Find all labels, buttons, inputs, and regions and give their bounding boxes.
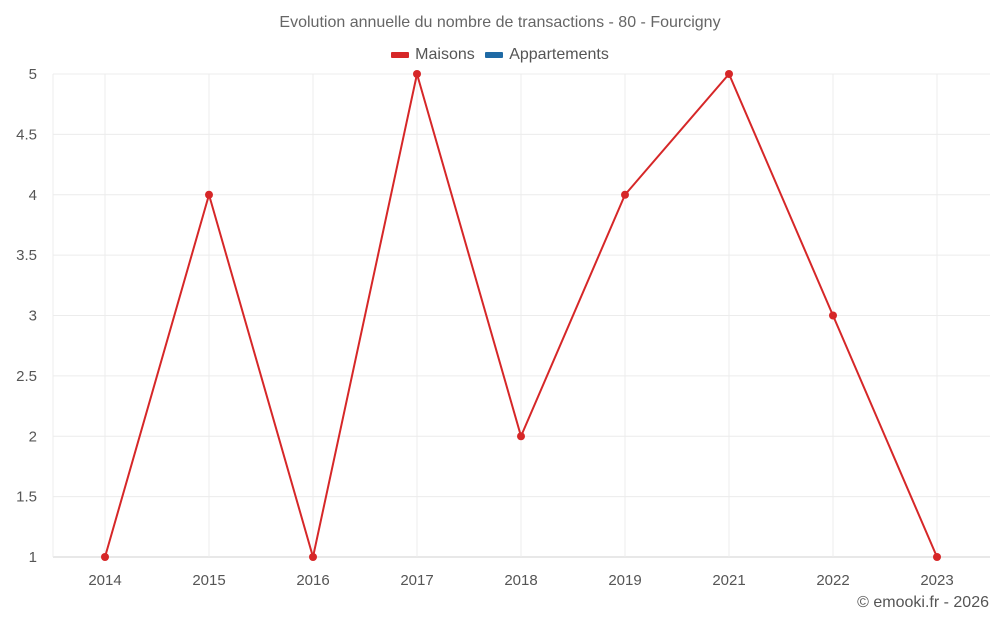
y-tick-label: 1 bbox=[29, 549, 37, 566]
y-tick-label: 4 bbox=[29, 187, 37, 204]
chart-title: Evolution annuelle du nombre de transact… bbox=[279, 14, 721, 31]
x-tick-label: 2017 bbox=[400, 572, 433, 589]
legend-label-appartements: Appartements bbox=[509, 46, 609, 63]
data-point[interactable] bbox=[517, 432, 525, 441]
data-point[interactable] bbox=[413, 70, 421, 78]
legend-swatch-maisons bbox=[391, 52, 410, 58]
data-point[interactable] bbox=[309, 553, 317, 561]
legend-label-maisons: Maisons bbox=[415, 46, 475, 63]
data-point[interactable] bbox=[101, 553, 109, 561]
x-tick-label: 2021 bbox=[712, 572, 745, 589]
legend-swatch-appartements bbox=[485, 52, 504, 58]
y-tick-label: 3.5 bbox=[16, 247, 37, 264]
x-axis: 2014 2015 2016 2017 2018 2019 2021 2022 2023 bbox=[88, 572, 953, 589]
chart-legend: Maisons Appartements bbox=[0, 45, 1000, 64]
x-tick-label: 2014 bbox=[88, 572, 121, 589]
x-tick-label: 2019 bbox=[608, 572, 641, 589]
y-tick-label: 2.5 bbox=[16, 368, 37, 385]
x-tick-label: 2018 bbox=[504, 572, 537, 589]
y-tick-label: 5 bbox=[29, 66, 37, 83]
legend-item-appartements[interactable]: Appartements bbox=[485, 46, 609, 64]
grid-lines bbox=[52, 73, 990, 558]
x-tick-label: 2023 bbox=[920, 572, 953, 589]
data-point[interactable] bbox=[725, 70, 733, 78]
y-tick-label: 2 bbox=[29, 428, 37, 445]
data-point[interactable] bbox=[829, 311, 837, 320]
legend-item-maisons[interactable]: Maisons bbox=[391, 46, 475, 64]
y-axis: 1 1.5 2 2.5 3 3.5 4 4.5 5 bbox=[16, 66, 37, 566]
x-tick-label: 2022 bbox=[816, 572, 849, 589]
data-point[interactable] bbox=[205, 190, 213, 199]
y-tick-label: 1.5 bbox=[16, 489, 37, 506]
credit-text: © emooki.fr - 2026 bbox=[857, 594, 989, 611]
x-tick-label: 2016 bbox=[296, 572, 329, 589]
data-point[interactable] bbox=[933, 553, 941, 561]
x-tick-label: 2015 bbox=[192, 572, 225, 589]
data-point[interactable] bbox=[621, 190, 629, 199]
y-tick-label: 3 bbox=[29, 308, 37, 325]
y-tick-label: 4.5 bbox=[16, 126, 37, 143]
series-maisons bbox=[101, 70, 941, 561]
